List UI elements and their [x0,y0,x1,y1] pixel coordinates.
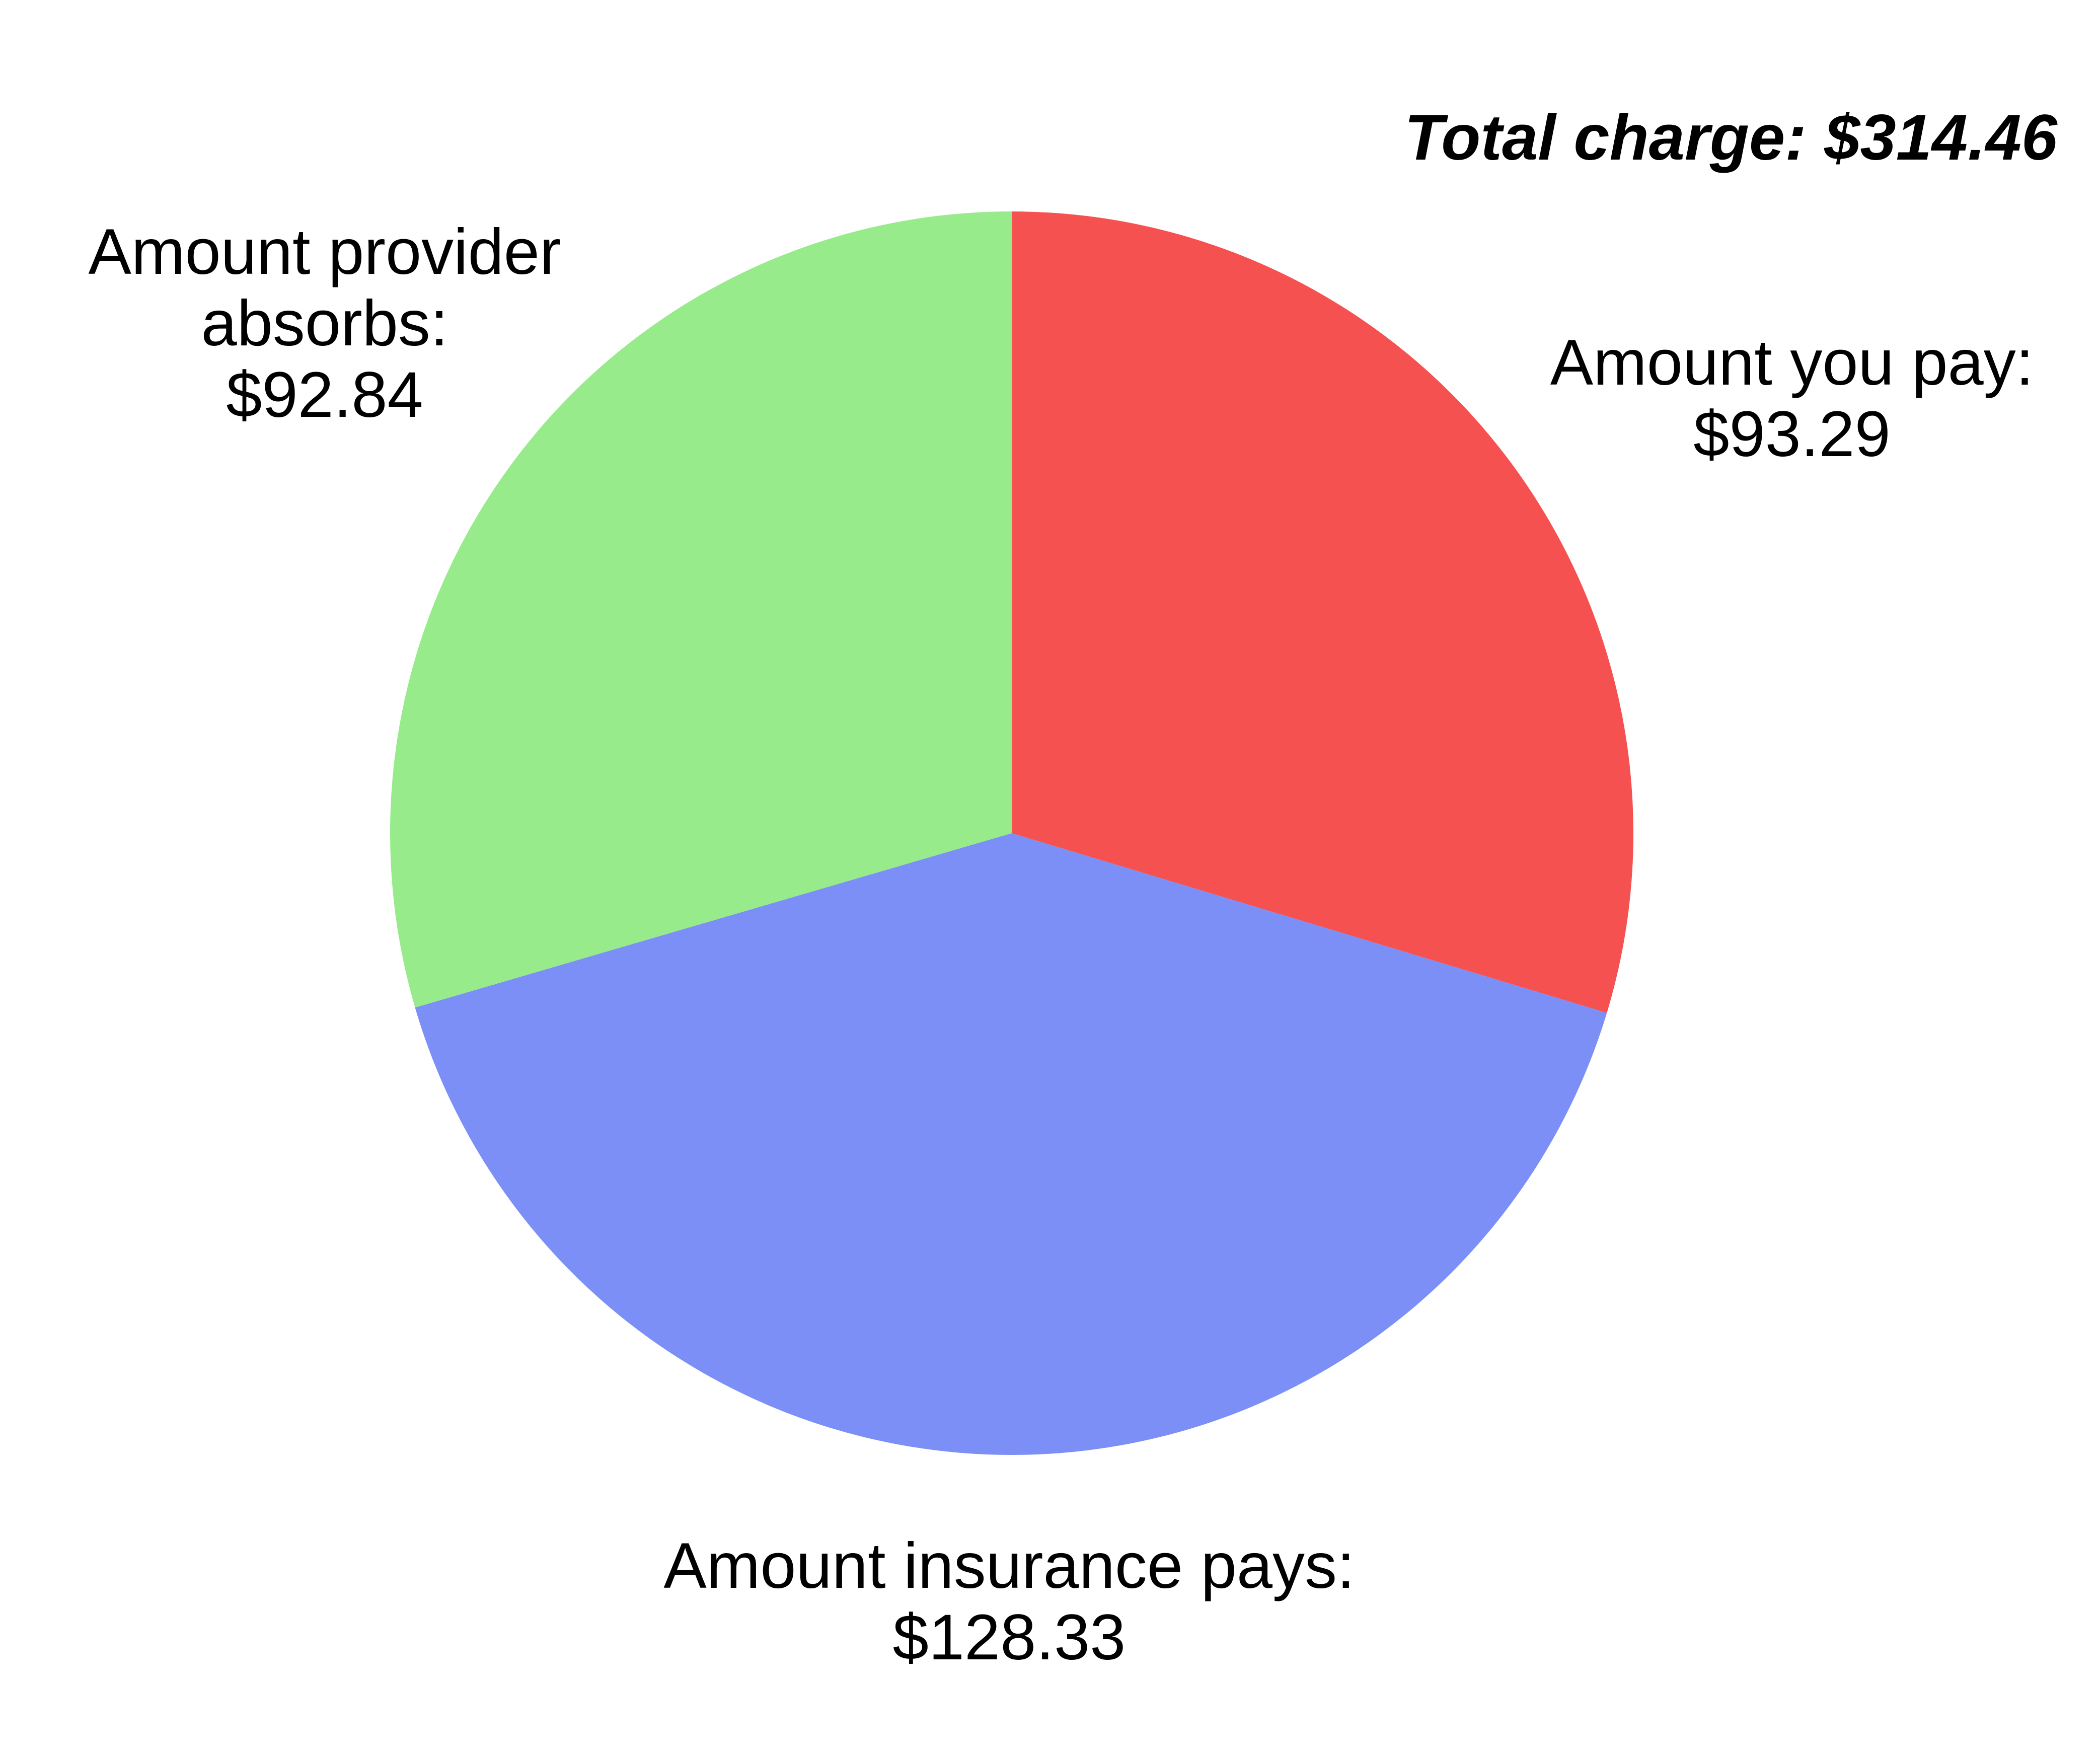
slice-you-pay [1012,211,1634,1013]
chart-title: Total charge: $314.46 [1404,102,2057,174]
slice-value-provider: $92.84 [226,359,423,431]
slice-label-you-pay: Amount you pay: $93.29 [1490,327,2094,470]
slice-label-provider-absorbs: Amount provider absorbs: $92.84 [20,216,629,431]
slice-label-insurance-pays: Amount insurance pays: $128.33 [554,1530,1465,1673]
slice-label-provider-line1: Amount provider [88,216,561,288]
slice-insurance-pays [415,833,1607,1455]
slice-value-insurance: $128.33 [892,1601,1126,1674]
pie-slices [390,211,1634,1455]
slice-label-provider-line2: absorbs: [201,287,448,360]
slice-provider-absorbs [390,211,1012,1008]
slice-label-you-pay-text: Amount you pay: [1550,327,2034,399]
slice-value-you-pay: $93.29 [1693,398,1891,471]
slice-label-insurance-text: Amount insurance pays: [663,1530,1355,1602]
